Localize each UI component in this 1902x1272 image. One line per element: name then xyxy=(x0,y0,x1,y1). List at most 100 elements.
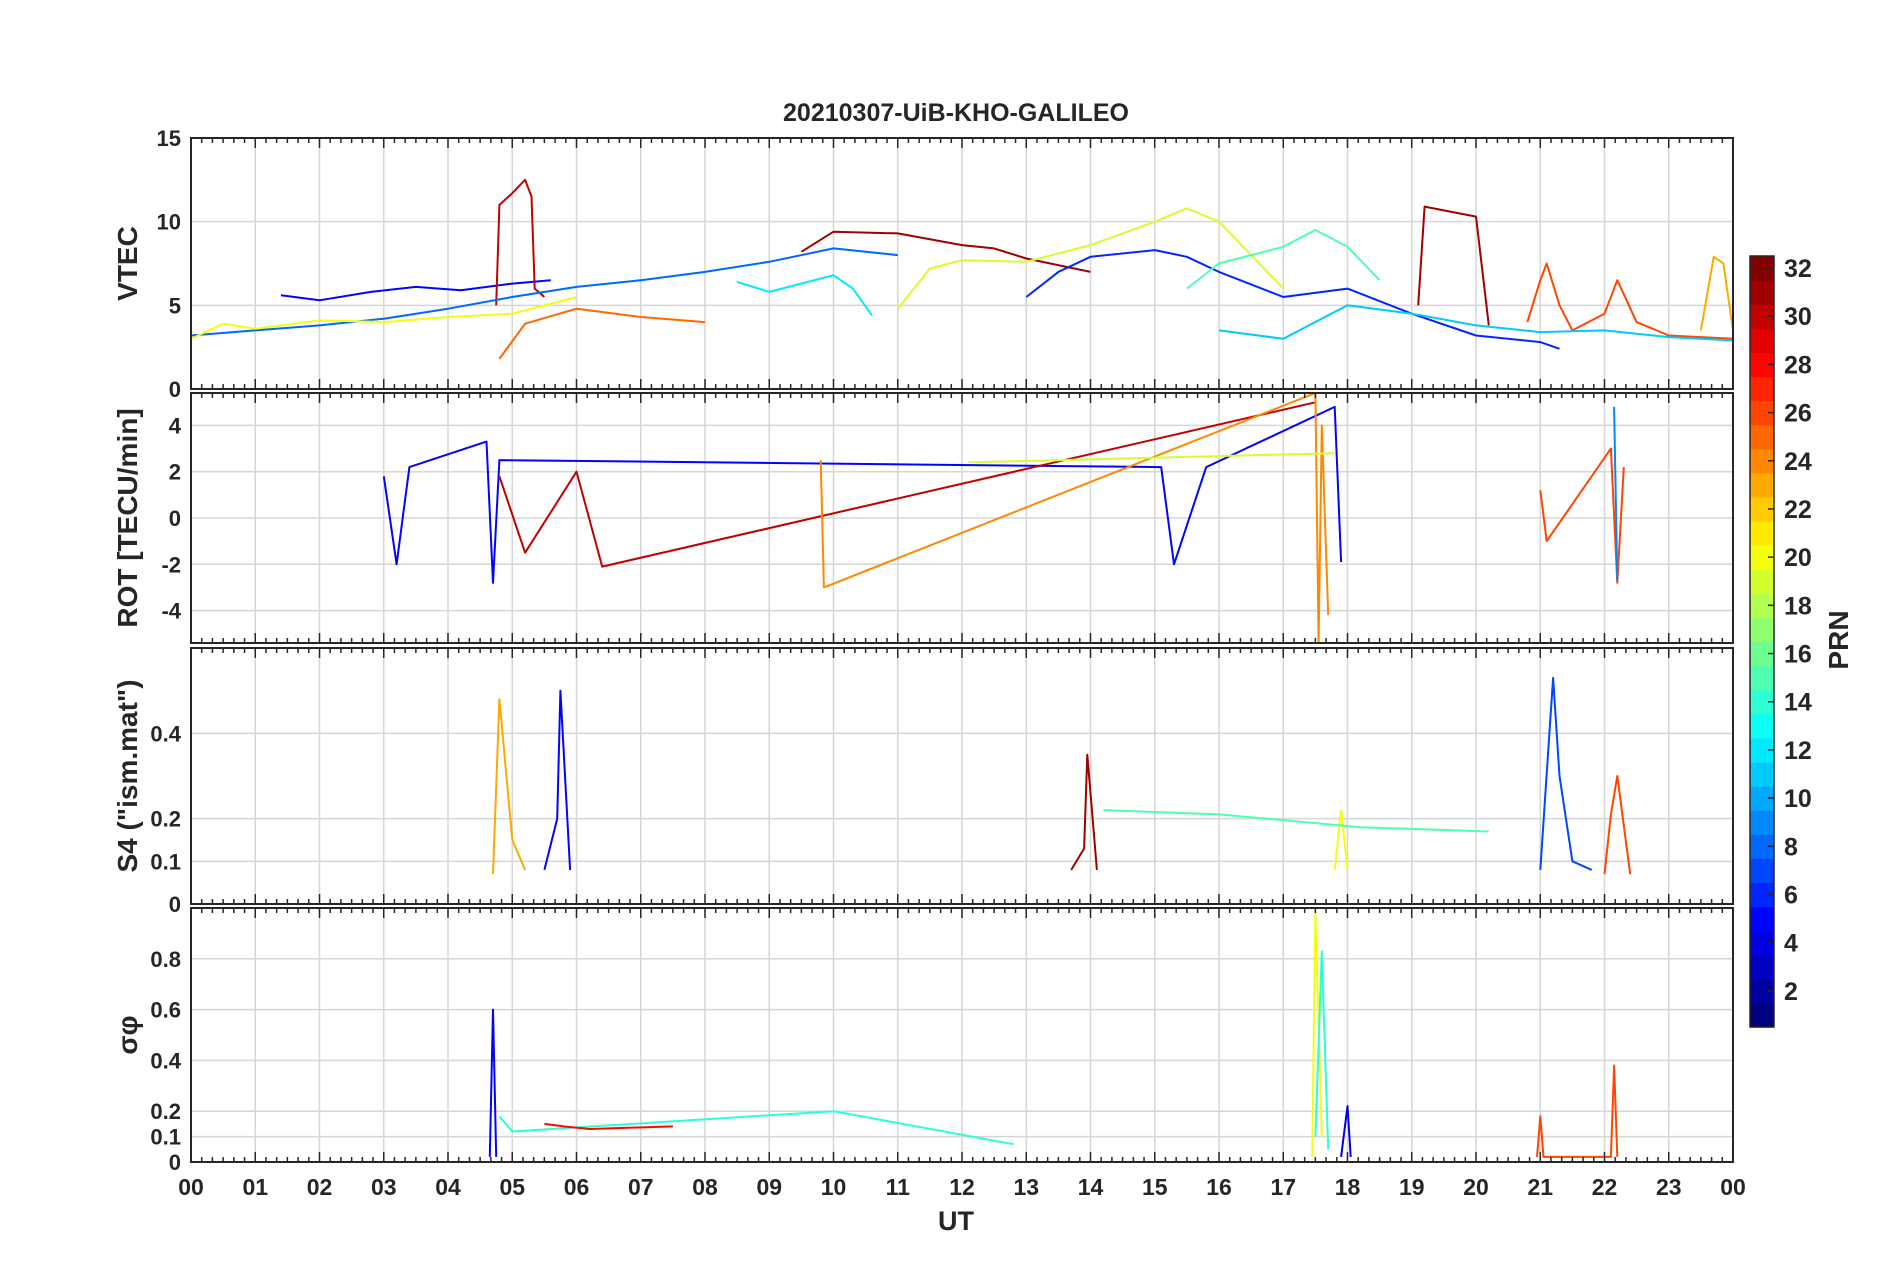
colorbar-segment xyxy=(1750,280,1774,305)
series-line-prn-11 xyxy=(1218,304,1733,342)
y-axis-label: VTEC xyxy=(112,226,143,301)
colorbar-tick-label: 16 xyxy=(1784,641,1812,669)
x-tick-label: 14 xyxy=(1078,1174,1104,1200)
colorbar-segment xyxy=(1750,617,1774,643)
series-line-prn-19 xyxy=(968,452,1335,464)
x-tick-label: 16 xyxy=(1206,1174,1232,1200)
series-line-prn-26 xyxy=(1526,262,1733,340)
x-tick-label: 10 xyxy=(821,1174,847,1200)
x-axis-label: UT xyxy=(938,1206,974,1236)
colorbar-segment xyxy=(1750,810,1774,835)
y-tick-label: 0 xyxy=(169,892,181,917)
series-line-prn-30 xyxy=(495,178,546,306)
colorbar-frame xyxy=(1749,255,1775,1028)
colorbar-tick-label: 4 xyxy=(1784,930,1798,958)
x-tick-label: 06 xyxy=(564,1174,590,1200)
y-tick-label: 0.4 xyxy=(150,721,181,746)
series-line-prn-31 xyxy=(1417,205,1490,326)
x-tick-labels: 00 01 02 03 04 05 06 07 08 09 10 11 12 13 14 15 16 17 18 19… xyxy=(178,1174,1746,1200)
x-tick-label: 13 xyxy=(1013,1174,1039,1200)
y-tick-label: 0 xyxy=(169,377,181,402)
colorbar-tick-label: 22 xyxy=(1784,496,1812,524)
panel-s4: 0 0.1 0.2 0.4 S4 ("ism.mat") xyxy=(112,647,1734,917)
x-tick-label: 00 xyxy=(1720,1174,1746,1200)
colorbar-label: PRN xyxy=(1823,610,1854,669)
x-tick-label: 01 xyxy=(242,1174,268,1200)
series-line-prn-26 xyxy=(1603,775,1632,875)
colorbar-segment xyxy=(1750,858,1774,884)
series-line-prn-14 xyxy=(498,1110,1014,1146)
x-tick-label: 00 xyxy=(178,1174,204,1200)
y-tick-label: 0.1 xyxy=(150,849,181,874)
series-line-prn-23 xyxy=(1699,255,1733,331)
colorbar-segment xyxy=(1750,376,1774,402)
colorbar-tick-label: 2 xyxy=(1784,978,1798,1006)
x-tick-label: 02 xyxy=(307,1174,333,1200)
series-line-prn-4 xyxy=(1340,1105,1352,1158)
series-line-prn-19 xyxy=(897,207,1285,310)
series-line-prn-24 xyxy=(819,393,1330,643)
x-tick-label: 22 xyxy=(1592,1174,1618,1200)
series-line-prn-5 xyxy=(543,689,572,871)
colorbar-tick-label: 8 xyxy=(1784,833,1798,861)
y-tick-label: 0.2 xyxy=(150,807,181,832)
colorbar-segment xyxy=(1750,713,1774,739)
colorbar-tick-label: 28 xyxy=(1784,351,1812,379)
series-line-prn-5 xyxy=(382,405,1343,584)
series-group xyxy=(382,393,1625,643)
y-tick-label: 0 xyxy=(169,506,181,531)
x-tick-label: 04 xyxy=(435,1174,461,1200)
colorbar-segment xyxy=(1750,665,1774,691)
colorbar-segment xyxy=(1750,761,1774,787)
series-line-prn-5 xyxy=(280,279,551,302)
x-tick-label: 18 xyxy=(1335,1174,1361,1200)
colorbar-tick-label: 6 xyxy=(1784,881,1798,909)
y-tick-label: 0.6 xyxy=(150,998,181,1023)
x-tick-label: 21 xyxy=(1527,1174,1553,1200)
colorbar-tick-label: 26 xyxy=(1784,400,1812,428)
x-tick-label: 08 xyxy=(692,1174,718,1200)
series-line-prn-6 xyxy=(1025,249,1560,350)
x-tick-label: 07 xyxy=(628,1174,654,1200)
series-line-prn-12 xyxy=(736,274,873,316)
series-line-prn-31 xyxy=(1070,753,1098,871)
x-tick-label: 15 xyxy=(1142,1174,1168,1200)
series-line-prn-15 xyxy=(1103,809,1489,833)
series-line-prn-31 xyxy=(800,230,1091,273)
series-line-prn-20 xyxy=(191,296,577,340)
x-tick-label: 19 xyxy=(1399,1174,1425,1200)
series-line-prn-25 xyxy=(498,307,706,360)
y-tick-label: 0.2 xyxy=(150,1099,181,1124)
x-tick-label: 11 xyxy=(886,1174,911,1200)
x-tick-label: 17 xyxy=(1270,1174,1296,1200)
colorbar-segment xyxy=(1750,954,1774,980)
panel-sigma_phi: 00.10.2 0.4 0.6 0.8 σφ xyxy=(112,907,1734,1175)
series-line-prn-20 xyxy=(1311,912,1323,1157)
colorbar-segment xyxy=(1750,1002,1774,1028)
series-group xyxy=(492,676,1632,875)
x-tick-label: 12 xyxy=(949,1174,975,1200)
colorbar-segment xyxy=(1750,424,1774,450)
series-line-prn-9 xyxy=(1613,406,1619,581)
series-line-prn-8 xyxy=(191,247,898,337)
series-group xyxy=(488,912,1619,1158)
series-line-prn-7 xyxy=(1539,676,1593,871)
y-axis-label: S4 ("ism.mat") xyxy=(112,679,143,872)
colorbar-segment xyxy=(1750,906,1774,932)
figure-title: 20210307-UiB-KHO-GALILEO xyxy=(783,99,1129,127)
series-line-prn-28 xyxy=(544,1122,673,1130)
series-line-prn-5 xyxy=(488,1008,498,1157)
series-line-prn-20 xyxy=(1333,809,1349,871)
y-tick-label: 0.8 xyxy=(150,947,181,972)
y-tick-label: -2 xyxy=(161,552,181,577)
y-tick-label: -4 xyxy=(161,599,181,624)
colorbar-tick-label: 32 xyxy=(1784,255,1812,283)
x-tick-label: 20 xyxy=(1463,1174,1489,1200)
colorbar-segment xyxy=(1750,328,1774,353)
y-tick-label: 5 xyxy=(169,293,181,318)
x-tick-label: 09 xyxy=(756,1174,782,1200)
y-tick-label: 2 xyxy=(169,460,181,485)
